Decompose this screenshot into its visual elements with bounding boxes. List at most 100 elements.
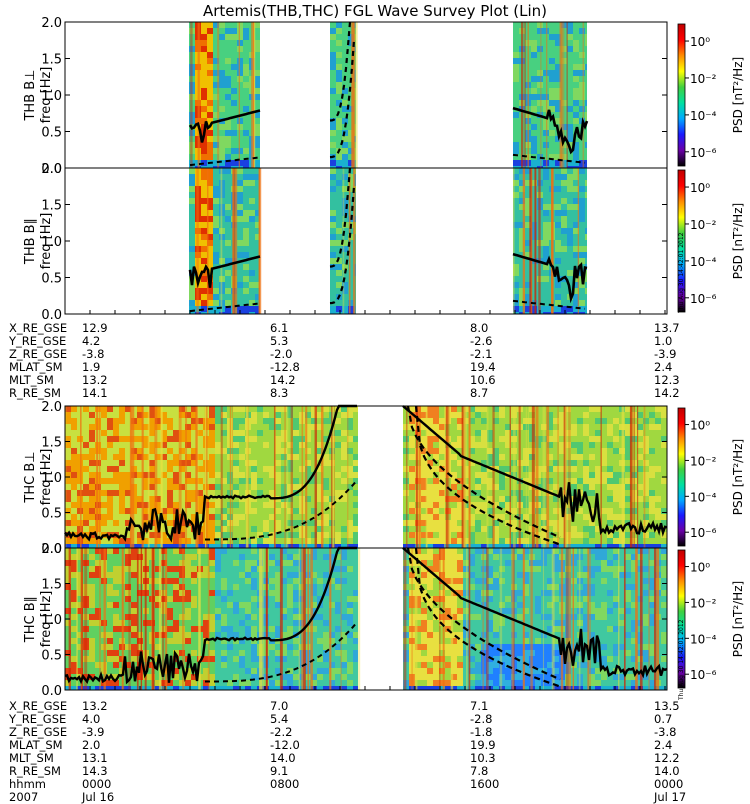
spectrogram-cell bbox=[293, 448, 299, 454]
spectrogram-cell bbox=[237, 228, 243, 234]
spectrogram-cell bbox=[335, 460, 341, 466]
spectrogram-cell bbox=[101, 436, 107, 442]
spectrogram-cell bbox=[107, 496, 113, 502]
spectrogram-streak bbox=[198, 22, 199, 168]
spectrogram-cell bbox=[167, 520, 173, 526]
spectrogram-cell bbox=[251, 448, 257, 454]
spectrogram-cell bbox=[225, 40, 231, 46]
spectrogram-cell bbox=[191, 626, 197, 632]
spectrogram-cell bbox=[107, 650, 113, 656]
spectrogram-cell bbox=[561, 264, 567, 270]
spectrogram-cell bbox=[245, 686, 251, 690]
spectrogram-cell bbox=[585, 186, 587, 192]
spectrogram-cell bbox=[71, 502, 77, 508]
spectrogram-cell bbox=[317, 680, 323, 686]
spectrogram-cell bbox=[275, 454, 281, 460]
spectrogram-cell bbox=[655, 496, 661, 502]
spectrogram-cell bbox=[113, 572, 119, 578]
spectrogram-cell bbox=[317, 674, 323, 680]
spectrogram-cell bbox=[409, 526, 415, 532]
spectrogram-cell bbox=[83, 526, 89, 532]
spectrogram-cell bbox=[225, 246, 231, 252]
spectrogram-cell bbox=[555, 222, 561, 228]
spectrogram-cell bbox=[257, 406, 263, 412]
spectrogram-cell bbox=[583, 418, 589, 424]
spectrogram-cell bbox=[167, 644, 173, 650]
spectrogram-cell bbox=[513, 82, 519, 88]
spectrogram-cell bbox=[589, 526, 595, 532]
spectrogram-cell bbox=[185, 584, 191, 590]
spectrogram-cell bbox=[71, 650, 77, 656]
spectrogram-cell bbox=[233, 650, 239, 656]
spectrogram-cell bbox=[567, 124, 573, 130]
spectrogram-cell bbox=[251, 608, 257, 614]
spectrogram-cell bbox=[243, 136, 249, 142]
spectrogram-cell bbox=[251, 572, 257, 578]
spectrogram-cell bbox=[275, 526, 281, 532]
spectrogram-cell bbox=[287, 572, 293, 578]
spectrogram-cell bbox=[227, 602, 233, 608]
spectrogram-cell bbox=[281, 544, 287, 548]
spectrogram-cell bbox=[330, 142, 336, 148]
spectrogram-cell bbox=[101, 544, 107, 548]
spectrogram-cell bbox=[167, 686, 173, 690]
spectrogram-cell bbox=[513, 64, 519, 70]
spectrogram-cell bbox=[249, 276, 255, 282]
spectrogram-cell bbox=[89, 560, 95, 566]
spectrogram-cell bbox=[225, 186, 231, 192]
spectrogram-cell bbox=[481, 472, 487, 478]
spectrogram-cell bbox=[571, 460, 577, 466]
spectrogram-cell bbox=[221, 686, 227, 690]
spectrogram-cell bbox=[531, 58, 537, 64]
spectrogram-cell bbox=[571, 436, 577, 442]
spectrogram-cell bbox=[567, 300, 573, 306]
spectrogram-cell bbox=[475, 532, 481, 538]
spectrogram-cell bbox=[113, 544, 119, 548]
spectrogram-cell bbox=[323, 566, 329, 572]
spectrogram-cell bbox=[113, 436, 119, 442]
spectrogram-cell bbox=[77, 442, 83, 448]
spectrogram-cell bbox=[433, 490, 439, 496]
spectrogram-cell bbox=[613, 448, 619, 454]
spectrogram-cell bbox=[336, 76, 342, 82]
spectrogram-cell bbox=[237, 46, 243, 52]
spectrogram-cell bbox=[101, 406, 107, 412]
spectrogram-cell bbox=[549, 130, 555, 136]
spectrogram-cell bbox=[245, 554, 251, 560]
spectrogram-cell bbox=[219, 136, 225, 142]
spectrogram-cell bbox=[131, 620, 137, 626]
spectrogram-cell bbox=[567, 106, 573, 112]
spectrogram-cell bbox=[215, 532, 221, 538]
spectrogram-cell bbox=[573, 70, 579, 76]
spectrogram-cell bbox=[237, 76, 243, 82]
spectrogram-cell bbox=[255, 64, 260, 70]
spectrogram-cell bbox=[101, 466, 107, 472]
spectrogram-cell bbox=[215, 578, 221, 584]
spectrogram-cell bbox=[225, 22, 231, 28]
spectrogram-cell bbox=[185, 608, 191, 614]
spectrogram-cell bbox=[77, 454, 83, 460]
spectrogram-cell bbox=[225, 154, 231, 160]
spectrogram-cell bbox=[201, 64, 207, 70]
spectrogram-cell bbox=[585, 294, 587, 300]
spectrogram-cell bbox=[131, 602, 137, 608]
spectrogram-cell bbox=[481, 478, 487, 484]
spectrogram-cell bbox=[243, 82, 249, 88]
spectrogram-cell bbox=[323, 484, 329, 490]
spectrogram-cell bbox=[239, 596, 245, 602]
spectrogram-cell bbox=[531, 94, 537, 100]
spectrogram-cell bbox=[661, 508, 667, 514]
spectrogram-cell bbox=[275, 442, 281, 448]
spectrogram-cell bbox=[341, 448, 347, 454]
spectrogram-cell bbox=[573, 106, 579, 112]
spectrogram-cell bbox=[227, 596, 233, 602]
spectrogram-cell bbox=[215, 572, 221, 578]
spectrogram-cell bbox=[613, 508, 619, 514]
spectrogram-cell bbox=[113, 424, 119, 430]
spectrogram-cell bbox=[245, 656, 251, 662]
spectrogram-cell bbox=[537, 100, 543, 106]
spectrogram-cell bbox=[585, 258, 587, 264]
spectrogram-cell bbox=[499, 478, 505, 484]
spectrogram-cell bbox=[613, 430, 619, 436]
